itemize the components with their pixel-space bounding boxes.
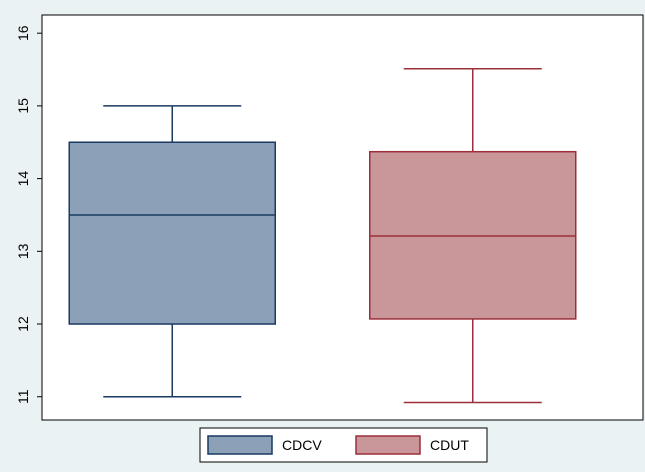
legend-label: CDCV: [282, 437, 322, 453]
y-tick-label: 12: [15, 316, 31, 332]
y-tick-label: 11: [15, 389, 31, 404]
y-tick-label: 14: [15, 171, 31, 187]
legend-key: [207, 435, 273, 455]
legend-label: CDUT: [430, 437, 469, 453]
y-tick-label: 13: [15, 243, 31, 259]
box: [68, 141, 276, 325]
y-tick-label: 16: [15, 25, 31, 41]
y-tick-label: 15: [15, 98, 31, 114]
legend-key: [355, 435, 421, 455]
